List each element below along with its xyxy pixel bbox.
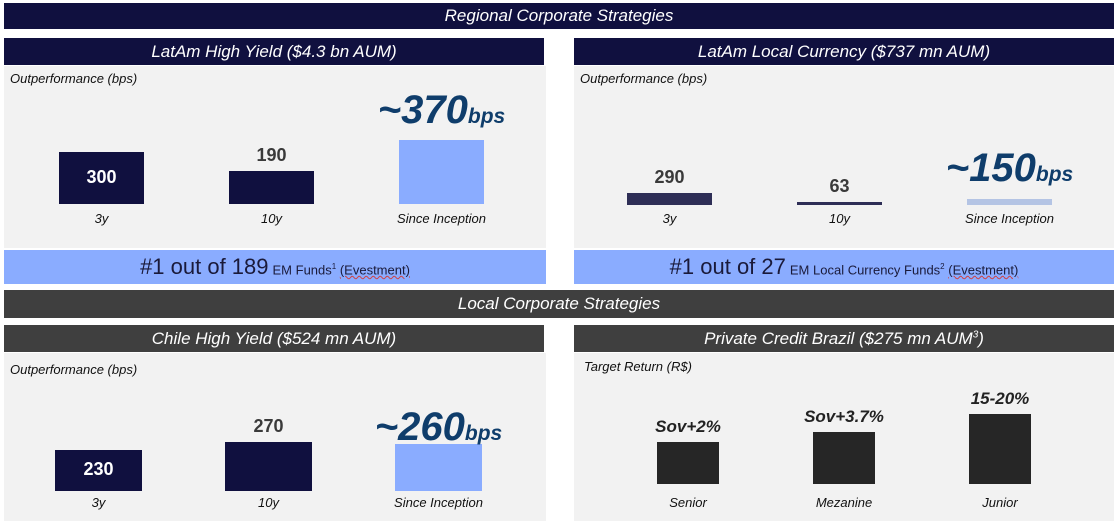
bar-since-inception xyxy=(967,198,1052,205)
title-text: Private Credit Brazil ($275 mn AUM xyxy=(704,328,973,348)
chile-hy-header: Chile High Yield ($524 mn AUM) xyxy=(4,325,544,352)
chile-hy-chart: Outperformance (bps) 3y 230 10y 270 Since In… xyxy=(4,353,546,521)
bar-3y xyxy=(55,449,142,491)
bar-10y xyxy=(797,202,882,205)
latam-hy-header: LatAm High Yield ($4.3 bn AUM) xyxy=(4,38,544,65)
hero-unit: bps xyxy=(467,105,506,128)
data-label: 230 xyxy=(83,459,114,480)
footnote-ref: 1 xyxy=(331,261,337,271)
bar-since-inception xyxy=(399,139,484,204)
hero-value: ~150 xyxy=(945,146,1036,190)
latam-hy-chart: Outperformance (bps) 3y 300 10y 190 Since In… xyxy=(4,66,546,248)
local-banner: Local Corporate Strategies xyxy=(4,290,1114,318)
data-label: 300 xyxy=(86,167,117,188)
ranking-category: EM Local Currency Funds xyxy=(789,262,941,277)
hero-data-label: ~260bps xyxy=(339,405,539,450)
bar-10y xyxy=(229,171,314,204)
local-banner-text: Local Corporate Strategies xyxy=(457,294,661,313)
bar-since-inception xyxy=(395,444,482,491)
latam-hy-ranking: #1 out of 189 EM Funds1 (Evestment) xyxy=(4,250,546,284)
latam-lc-chart: Outperformance (bps) 3y 290 10y 63 Since Inc… xyxy=(574,66,1114,248)
pc-brazil-title: Private Credit Brazil ($275 mn AUM3) xyxy=(704,329,984,349)
x-tick-label: Since Inception xyxy=(965,211,1054,226)
y-axis-label: Outperformance (bps) xyxy=(580,71,708,86)
latam-lc-ranking: #1 out of 27 EM Local Currency Funds2 (Ev… xyxy=(574,250,1114,284)
hero-value: ~370 xyxy=(377,88,468,132)
data-label: 190 xyxy=(256,145,287,166)
data-label: 63 xyxy=(829,176,850,197)
data-label: 15-20% xyxy=(970,389,1030,408)
data-label: 270 xyxy=(253,416,284,437)
bar-10y xyxy=(225,442,312,491)
ranking-detail: EM Funds1 (Evestment) xyxy=(273,262,410,277)
bar-senior xyxy=(657,442,719,484)
y-axis-label: Outperformance (bps) xyxy=(10,362,138,377)
pc-brazil-chart: Target Return (R$) Senior Sov+2% Mezanine S… xyxy=(574,353,1114,521)
bar-3y xyxy=(59,152,144,204)
x-tick-label: 10y xyxy=(829,211,850,226)
data-label: Sov+3.7% xyxy=(804,407,884,426)
x-tick-label: Since Inception xyxy=(397,211,486,226)
x-tick-label: Mezanine xyxy=(815,495,873,510)
pc-brazil-header: Private Credit Brazil ($275 mn AUM3) xyxy=(574,325,1114,352)
footnote-ref: 2 xyxy=(940,261,945,271)
data-label: Sov+2% xyxy=(655,417,721,436)
hero-data-label: ~370bps xyxy=(342,88,542,133)
x-tick-label: 3y xyxy=(91,495,106,510)
x-tick-label: Senior xyxy=(669,495,707,510)
bar-mezanine xyxy=(813,432,875,484)
x-tick-label: 3y xyxy=(94,211,109,226)
x-tick-label: 10y xyxy=(261,211,282,226)
ranking-source: (Evestment) xyxy=(339,262,410,277)
ranking-category: EM Funds xyxy=(272,262,332,277)
regional-banner: Regional Corporate Strategies xyxy=(4,3,1114,29)
y-axis-label: Outperformance (bps) xyxy=(10,71,138,86)
ranking-main: #1 out of 27 xyxy=(669,254,786,279)
y-axis-label: Target Return (R$) xyxy=(584,359,692,374)
latam-hy-title: LatAm High Yield ($4.3 bn AUM) xyxy=(151,41,397,61)
x-tick-label: Since Inception xyxy=(394,495,483,510)
latam-lc-header: LatAm Local Currency ($737 mn AUM) xyxy=(574,38,1114,65)
title-end: ) xyxy=(978,328,984,348)
ranking-main: #1 out of 189 xyxy=(140,254,269,279)
regional-banner-text: Regional Corporate Strategies xyxy=(444,6,674,25)
chile-hy-title: Chile High Yield ($524 mn AUM) xyxy=(151,328,397,348)
hero-data-label: ~150bps xyxy=(910,146,1110,191)
latam-lc-title: LatAm Local Currency ($737 mn AUM) xyxy=(697,41,991,61)
bar-3y xyxy=(627,192,712,205)
x-tick-label: Junior xyxy=(982,495,1018,510)
x-tick-label: 10y xyxy=(258,495,279,510)
hero-unit: bps xyxy=(464,422,503,445)
hero-value: ~260 xyxy=(374,405,465,449)
hero-unit: bps xyxy=(1035,163,1074,186)
ranking-source: (Evestment) xyxy=(948,262,1019,277)
x-tick-label: 3y xyxy=(662,211,677,226)
footnote-ref: 3 xyxy=(972,328,979,340)
ranking-detail: EM Local Currency Funds2 (Evestment) xyxy=(790,262,1018,277)
data-label: 290 xyxy=(654,166,685,187)
bar-junior xyxy=(969,414,1031,484)
